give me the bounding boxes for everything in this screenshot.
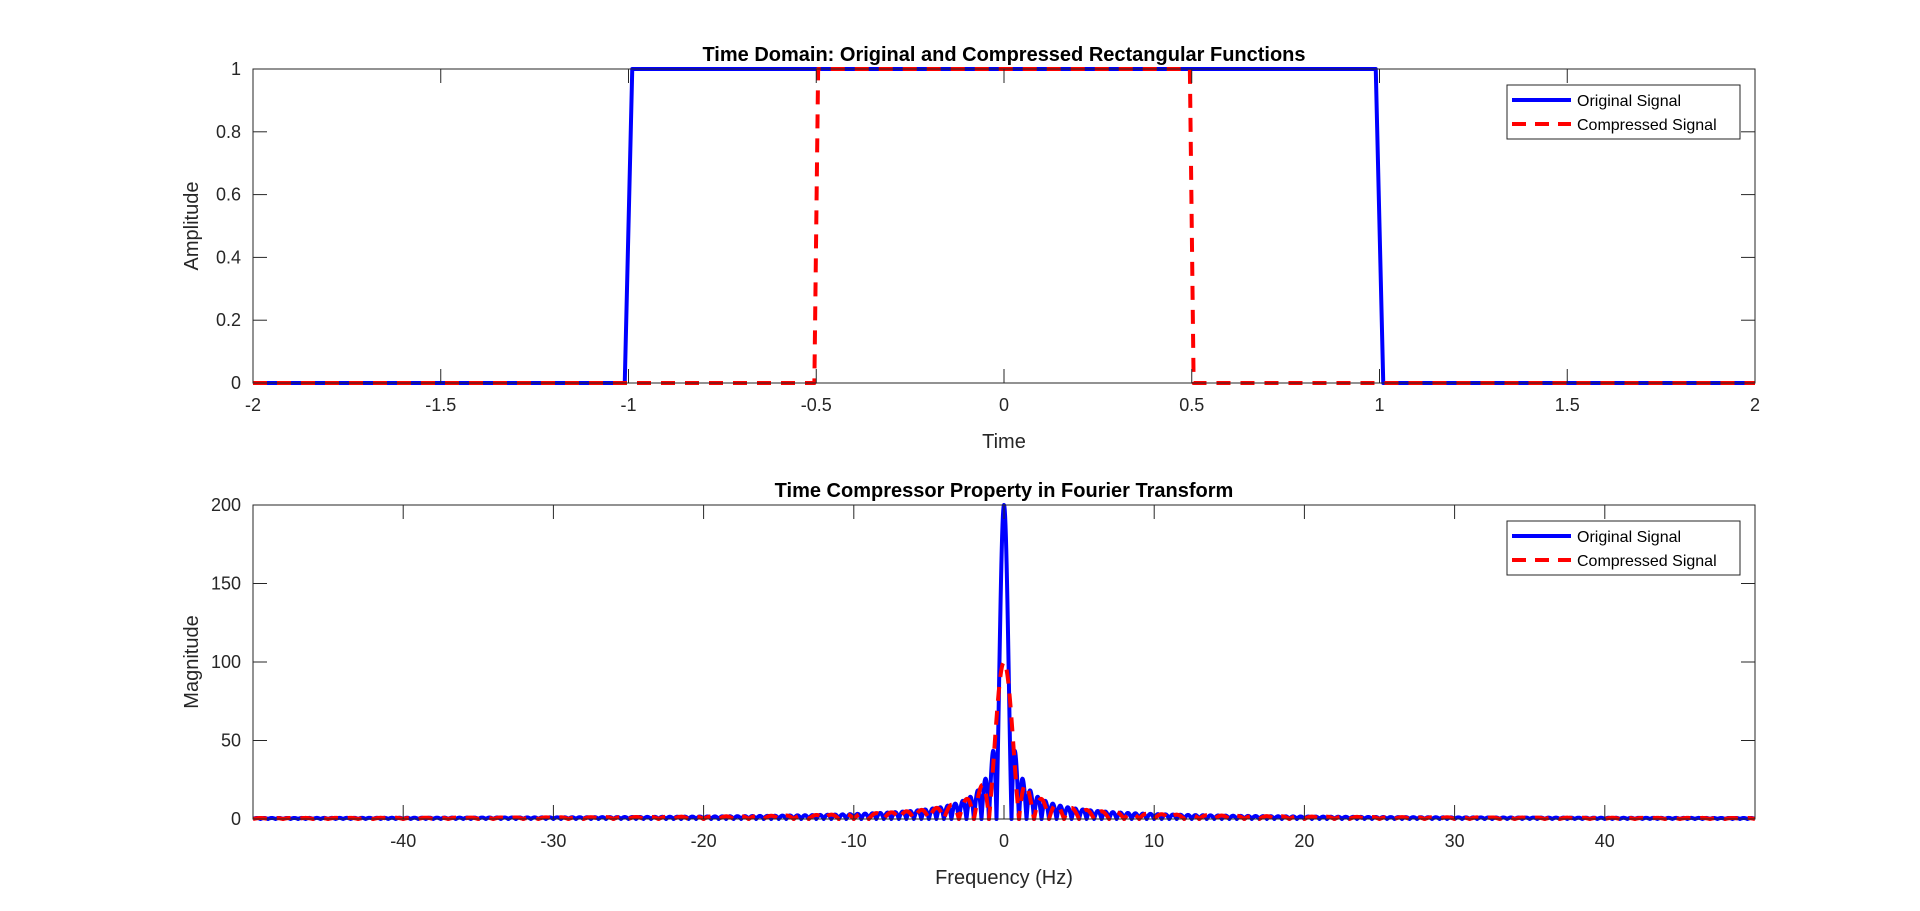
y-tick-label: 150	[211, 574, 241, 594]
x-tick-label: -1.5	[425, 395, 456, 415]
x-tick-label: 20	[1294, 831, 1314, 851]
x-tick-label: 0.5	[1179, 395, 1204, 415]
x-tick-label: 30	[1445, 831, 1465, 851]
x-tick-label: -40	[390, 831, 416, 851]
frequency-domain-axes: -40 -30 -20 -10 0 10 20 30 40 0 50 100 150 200 Time C…	[181, 480, 1756, 889]
frequency-domain-xlabel: Frequency (Hz)	[935, 867, 1073, 889]
x-tick-label: -20	[691, 831, 717, 851]
y-tick-label: 50	[221, 731, 241, 751]
frequency-domain-ticks: -40 -30 -20 -10 0 10 20 30 40 0 50 100 150 200	[211, 495, 1755, 851]
x-tick-label: 40	[1595, 831, 1615, 851]
legend-box	[1506, 520, 1741, 576]
y-tick-label: 200	[211, 495, 241, 515]
y-tick-label: 0.4	[216, 247, 241, 267]
time-domain-legend: Original Signal Compressed Signal	[1506, 84, 1741, 140]
legend-box	[1506, 84, 1741, 140]
time-domain-ylabel: Amplitude	[181, 182, 203, 271]
x-tick-label: 2	[1750, 395, 1760, 415]
y-tick-label: 0.6	[216, 185, 241, 205]
y-tick-label: 100	[211, 652, 241, 672]
x-tick-label: 10	[1144, 831, 1164, 851]
time-domain-axes: -2 -1.5 -1 -0.5 0 0.5 1 1.5 2 0 0.2 0.4 0.6 0.8 1 Time…	[181, 44, 1760, 453]
x-tick-label: -0.5	[801, 395, 832, 415]
time-domain-ticks: -2 -1.5 -1 -0.5 0 0.5 1 1.5 2 0 0.2 0.4 0.6 0.8 1	[216, 59, 1760, 415]
x-tick-label: -1	[620, 395, 636, 415]
y-tick-label: 1	[231, 59, 241, 79]
y-tick-label: 0.8	[216, 122, 241, 142]
legend-original-label: Original Signal	[1577, 93, 1681, 110]
legend-original-label: Original Signal	[1577, 529, 1681, 546]
legend-compressed-label: Compressed Signal	[1577, 553, 1717, 570]
x-tick-label: 1	[1374, 395, 1384, 415]
y-tick-label: 0	[231, 809, 241, 829]
y-tick-label: 0	[231, 373, 241, 393]
y-tick-label: 0.2	[216, 310, 241, 330]
x-tick-label: -30	[540, 831, 566, 851]
x-tick-label: -2	[245, 395, 261, 415]
x-tick-label: -10	[841, 831, 867, 851]
x-tick-label: 1.5	[1555, 395, 1580, 415]
frequency-domain-legend: Original Signal Compressed Signal	[1506, 520, 1741, 576]
x-tick-label: 0	[999, 395, 1009, 415]
time-domain-xlabel: Time	[982, 431, 1026, 453]
x-tick-label: 0	[999, 831, 1009, 851]
time-domain-title: Time Domain: Original and Compressed Rec…	[702, 44, 1305, 66]
legend-compressed-label: Compressed Signal	[1577, 117, 1717, 134]
frequency-domain-ylabel: Magnitude	[181, 615, 203, 708]
frequency-domain-title: Time Compressor Property in Fourier Tran…	[775, 480, 1234, 502]
